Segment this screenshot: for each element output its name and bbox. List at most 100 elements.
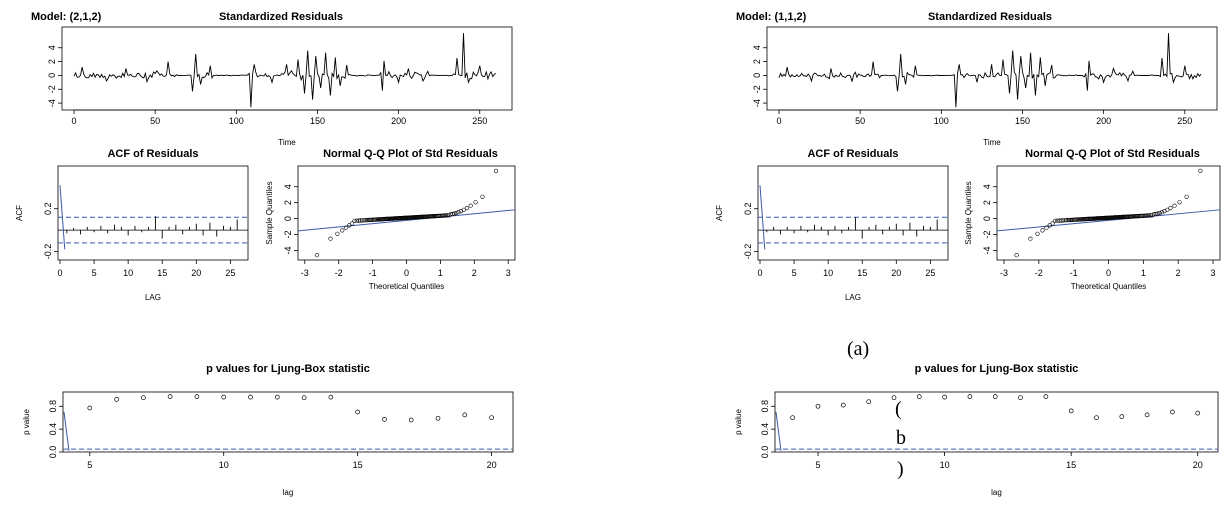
qq-point — [444, 213, 449, 218]
acf-xlabel: LAG — [145, 293, 161, 302]
ljung-box-point — [942, 394, 947, 400]
qq-point — [350, 221, 355, 226]
qq-xlabel: Theoretical Quantiles — [1071, 282, 1147, 291]
acf-plot: ACF of Residuals 0 5 10 15 20 25 -0.2 0.2 ACF LAG — [15, 148, 249, 302]
qq-point — [450, 211, 455, 217]
ljung-box-title: p values for Ljung-Box statistic — [915, 363, 1079, 375]
qq-point — [1062, 218, 1067, 223]
residuals-xlabel: Time — [983, 138, 1001, 147]
ljung-box-point — [790, 415, 796, 421]
ljung-box-y-tick-label: 0.4 — [48, 423, 58, 436]
qq-point — [1172, 203, 1177, 208]
residuals-y-tick-label: 2 — [752, 59, 762, 64]
qq-point — [452, 211, 457, 216]
qq-y-tick-label: 2 — [982, 200, 992, 205]
ljung-box-ylabel: p value — [734, 409, 743, 435]
ljung-box-point — [194, 394, 200, 399]
qq-point — [1153, 211, 1158, 217]
residuals-x-tick-label: 50 — [150, 116, 160, 126]
ljung-box-xlabel: lag — [991, 488, 1002, 497]
ljung-box-x-tick-label: 15 — [1066, 460, 1076, 470]
qq-point — [1159, 210, 1165, 215]
acf-x-tick-label: 20 — [891, 268, 901, 278]
residuals-x-tick-label: 100 — [229, 116, 244, 126]
qq-point — [1040, 228, 1045, 233]
residuals-y-tick-label: -4 — [752, 99, 762, 107]
qq-point — [1075, 217, 1080, 222]
ljung-box-point — [1043, 394, 1049, 399]
qq-point — [468, 203, 473, 208]
qq-point — [1145, 213, 1150, 218]
acf-x-tick-label: 10 — [823, 268, 833, 278]
ljung-box-point — [1119, 414, 1125, 419]
qq-y-tick-label: 0 — [283, 216, 293, 221]
residuals-x-tick-label: 250 — [472, 116, 487, 126]
residuals-plot: Model: (1,1,2) Standardized Residuals 0 50 1… — [736, 11, 1218, 147]
ljung-box-x-tick-label: 20 — [1193, 460, 1203, 470]
acf-x-tick-label: 0 — [57, 268, 62, 278]
ljung-box-point — [408, 417, 414, 423]
ljung-box-point — [141, 395, 146, 401]
acf-x-tick-label: 25 — [925, 268, 935, 278]
ljung-box-y-tick-label: 0.0 — [760, 446, 770, 459]
acf-plot-frame — [757, 165, 949, 261]
qq-ylabel: Sample Quantiles — [964, 181, 973, 244]
acf-x-tick-label: 10 — [123, 268, 133, 278]
ljung-box-point — [382, 417, 387, 422]
ljung-box-y-tick-label: 0.0 — [48, 446, 58, 459]
qq-point — [1155, 211, 1160, 216]
acf-ylabel: ACF — [715, 205, 724, 221]
qq-plot: Normal Q-Q Plot of Std Residuals -3 -2 -1 0 1… — [964, 148, 1221, 291]
qq-y-tick-label: -2 — [283, 231, 293, 239]
ljung-box-xlabel: lag — [283, 488, 294, 497]
acf-y-tick-label: -0.2 — [743, 244, 753, 260]
caption-b-open: ( — [895, 398, 902, 420]
qq-x-tick-label: 3 — [506, 268, 511, 278]
qq-title: Normal Q-Q Plot of Std Residuals — [1025, 148, 1200, 160]
qq-point — [344, 225, 349, 230]
ljung-box-x-tick-label: 10 — [940, 460, 950, 470]
ljung-box-point — [114, 397, 119, 402]
acf-lag0-line — [59, 185, 66, 250]
qq-x-tick-label: -2 — [335, 268, 343, 278]
qq-point — [442, 213, 447, 218]
residuals-y-tick-label: 2 — [47, 59, 57, 64]
qq-point — [1047, 223, 1052, 228]
qq-point — [456, 210, 461, 215]
qq-y-tick-label: 0 — [982, 216, 992, 221]
qq-point — [360, 218, 365, 223]
ljung-box-point — [840, 402, 846, 408]
ljung-box-title: p values for Ljung-Box statistic — [206, 363, 370, 375]
ljung-box-y-tick-label: 0.8 — [48, 400, 58, 413]
residuals-x-tick-label: 200 — [1096, 116, 1111, 126]
qq-reference-line — [297, 209, 516, 232]
acf-plot-frame — [57, 165, 249, 261]
acf-x-tick-label: 15 — [157, 268, 167, 278]
qq-y-tick-label: -4 — [283, 246, 293, 254]
qq-x-tick-label: 1 — [1141, 268, 1146, 278]
qq-point — [1065, 218, 1070, 223]
ljung-box-point — [435, 415, 441, 421]
acf-ylabel: ACF — [15, 205, 24, 221]
ljung-box-point — [489, 415, 494, 421]
ljung-box-x-tick-label: 5 — [816, 460, 821, 470]
qq-x-tick-label: -1 — [369, 268, 377, 278]
residuals-x-tick-label: 100 — [934, 116, 949, 126]
qq-point — [1147, 213, 1152, 218]
acf-x-tick-label: 5 — [92, 268, 97, 278]
caption-b-letter: b — [896, 427, 906, 449]
ljung-box-plot: p values for Ljung-Box statistic 5 10 15 20 0… — [734, 363, 1219, 497]
qq-point — [1144, 213, 1149, 218]
residuals-x-tick-label: 50 — [855, 116, 865, 126]
residuals-x-tick-label: 250 — [1177, 116, 1192, 126]
ljung-box-edge-line — [775, 411, 782, 451]
ljung-box-point — [248, 394, 253, 400]
qq-y-tick-label: 4 — [982, 184, 992, 189]
ljung-box-point — [301, 395, 307, 401]
acf-y-tick-label: 0.2 — [43, 202, 53, 215]
qq-point — [328, 236, 333, 241]
qq-point — [361, 218, 366, 223]
qq-point — [1177, 200, 1182, 205]
residuals-y-tick-label: 0 — [752, 73, 762, 78]
